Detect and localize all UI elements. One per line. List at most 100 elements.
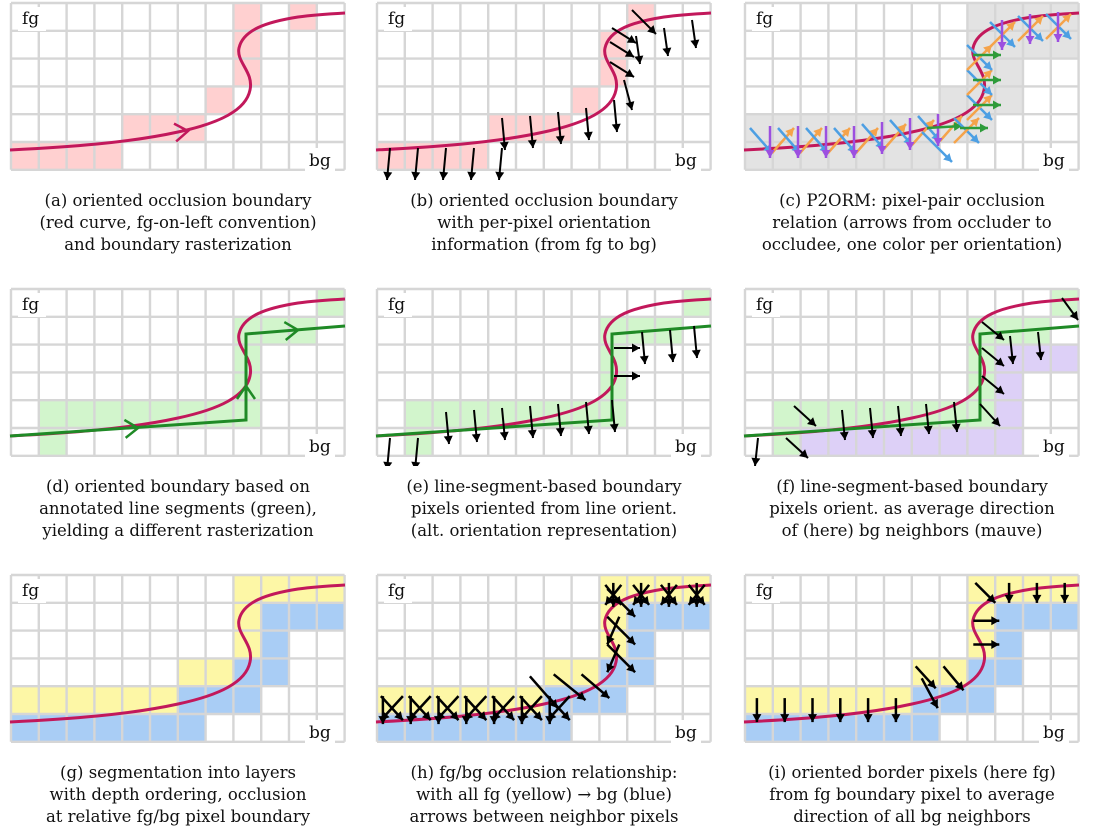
panel-i: fg bg (i) oriented border pixels (here fg… xyxy=(742,572,1082,826)
fg-label: fg xyxy=(756,581,773,601)
shaded-pixel xyxy=(995,630,1023,659)
shaded-pixel xyxy=(828,428,857,456)
arrow-head xyxy=(869,128,878,137)
p2orm-arrow xyxy=(926,121,963,131)
p2orm-arrow xyxy=(921,131,953,163)
orientation-arrow xyxy=(439,147,449,180)
arrow-head xyxy=(1006,22,1015,31)
fg-label-bg xyxy=(384,293,412,317)
shaded-pixel xyxy=(177,658,206,687)
shaded-pixel xyxy=(261,602,289,631)
arrow-head xyxy=(611,123,621,132)
arrow-head xyxy=(626,635,636,645)
orientation-arrow xyxy=(491,695,516,721)
shaded-pixel xyxy=(94,142,123,170)
arrow-head xyxy=(983,70,992,79)
orientation-arrow xyxy=(752,698,762,723)
arrow-head xyxy=(421,711,431,721)
arrow-head xyxy=(813,128,822,137)
arrow-head xyxy=(606,635,615,645)
p2orm-arrow xyxy=(960,123,988,133)
p2orm-arrow xyxy=(877,122,887,154)
p2orm-arrow xyxy=(821,126,831,158)
shaded-pixel xyxy=(995,428,1023,456)
orientation-arrow xyxy=(981,347,1005,367)
arrow-head xyxy=(997,42,1007,50)
orientation-arrow xyxy=(780,698,790,723)
shaded-pixel xyxy=(150,714,178,742)
arrow-head xyxy=(1034,32,1043,41)
occlusion-boundary-curve xyxy=(9,583,346,724)
orientation-arrow xyxy=(555,111,565,145)
arrow-head xyxy=(839,431,849,440)
shaded-pixel xyxy=(995,372,1023,401)
shaded-pixel xyxy=(289,602,317,631)
arrow-head xyxy=(993,100,1001,110)
p2orm-arrow xyxy=(771,127,795,154)
orientation-arrow xyxy=(614,343,640,353)
orientation-arrow xyxy=(895,405,905,437)
bg-label: bg xyxy=(1043,437,1065,457)
shaded-pixel xyxy=(1023,602,1051,631)
panel-b: fg bg (b) oriented occlusion boundary wit… xyxy=(374,0,714,254)
arrow-head xyxy=(983,61,992,70)
shaded-pixel xyxy=(939,86,968,115)
direction-chevron xyxy=(235,383,257,400)
orientation-arrow xyxy=(471,409,481,443)
bg-label-bg xyxy=(671,434,701,458)
orientation-arrow xyxy=(636,582,646,607)
arrow-head xyxy=(634,55,644,64)
orientation-arrow xyxy=(527,405,537,439)
p2orm-arrow xyxy=(883,123,907,150)
orientation-arrow xyxy=(692,582,702,607)
orientation-arrow xyxy=(914,665,937,690)
orientation-arrow xyxy=(527,115,537,149)
orientation-arrow xyxy=(411,437,421,466)
caption-i: (i) oriented border pixels (here fg) fro… xyxy=(732,762,1092,828)
caption-line: (f) line-segment-based boundary xyxy=(776,477,1048,496)
arrow-head xyxy=(986,594,996,603)
shaded-pixel xyxy=(655,602,683,631)
orientation-arrow xyxy=(920,677,939,709)
caption-line: direction of all bg neighbors xyxy=(793,807,1031,826)
caption-line: (g) segmentation into layers xyxy=(60,763,296,782)
arrow-head xyxy=(929,698,938,709)
arrow-head xyxy=(1025,36,1035,44)
orientation-arrow xyxy=(839,409,849,441)
arrow-head xyxy=(983,86,992,95)
arrow-head xyxy=(807,417,816,426)
bg-label: bg xyxy=(675,723,697,743)
bg-label: bg xyxy=(309,151,331,171)
annotated-line-segments xyxy=(375,324,712,438)
arrow-head xyxy=(991,417,1000,426)
arrow-head xyxy=(1035,351,1045,360)
arrow-head xyxy=(632,343,640,353)
caption-line: arrows between neighbor pixels xyxy=(409,807,679,826)
orientation-arrow xyxy=(606,616,621,645)
arrow-head xyxy=(639,355,649,364)
occlusion-boundary-curve xyxy=(375,11,712,152)
arrow-head xyxy=(970,134,979,143)
shaded-pixel xyxy=(995,86,1023,115)
arrow-head xyxy=(605,595,614,605)
shaded-pixel xyxy=(911,658,940,687)
orientation-arrow xyxy=(614,371,640,381)
caption-line: (e) line-segment-based boundary xyxy=(406,477,682,496)
arrow-head xyxy=(877,146,887,154)
caption-line: (d) oriented boundary based on xyxy=(46,477,310,496)
caption-line: pixels oriented from line orient. xyxy=(411,499,677,518)
fg-label: fg xyxy=(388,581,405,601)
arrow-head xyxy=(951,423,961,432)
bg-label-bg xyxy=(1039,148,1069,172)
fg-label-bg xyxy=(752,7,780,31)
shaded-pixel xyxy=(177,714,206,742)
orientation-arrow xyxy=(690,19,700,49)
bg-label-bg xyxy=(1039,720,1069,744)
shaded-pixel xyxy=(995,400,1023,428)
orientation-arrow xyxy=(974,582,997,604)
p2orm-arrow xyxy=(905,118,915,150)
arrow-head xyxy=(780,714,790,723)
arrow-head xyxy=(835,714,845,723)
shaded-pixel xyxy=(205,86,234,115)
arrow-head xyxy=(994,385,1004,394)
